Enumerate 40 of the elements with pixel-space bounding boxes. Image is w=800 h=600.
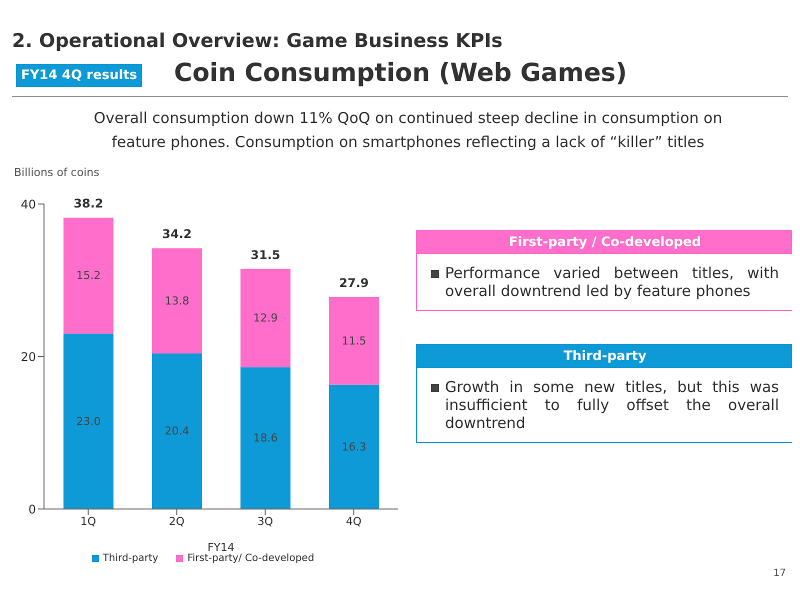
text: Growth in some new titles, but this was insufficient to fully offset the overall downtrend: [445, 378, 779, 432]
bar: [240, 268, 290, 368]
bar: [152, 353, 202, 509]
data-label: 18.6: [253, 432, 278, 445]
chart-title: 2. Operational Overview: Game Business KPIs: [12, 30, 503, 52]
text: FY14 4Q results: [16, 64, 142, 87]
bar: [328, 297, 379, 385]
chart-subtitle: Coin Consumption (Web Games): [174, 58, 628, 87]
y-tick-label: 0: [28, 502, 36, 516]
x-axis-title: FY14: [207, 541, 235, 554]
y-tick-label: 20: [20, 350, 36, 364]
data-label: 23.0: [76, 414, 101, 428]
data-label: 12.9: [253, 311, 278, 324]
x-tick-label: 3Q: [257, 514, 274, 528]
data-label: 16.3: [342, 440, 366, 454]
data-label: 15.2: [76, 269, 101, 282]
text: Performance varied between titles, with overall downtrend led by feature phones: [445, 264, 779, 300]
bar: [240, 367, 290, 509]
bar: [152, 248, 202, 354]
total-label: 27.9: [339, 276, 369, 290]
bar: [63, 218, 114, 334]
x-tick-label: 2Q: [168, 514, 185, 528]
text: First-party / Co-developed: [417, 231, 793, 254]
data-label: 13.8: [164, 294, 190, 308]
total-label: 38.2: [74, 196, 104, 211]
data-label: 20.4: [164, 424, 190, 438]
x-tick-label: 4Q: [346, 514, 362, 528]
y-tick-label: 40: [20, 197, 36, 212]
data-label: 11.5: [342, 334, 366, 348]
bar: [63, 334, 114, 509]
y-axis-title: Billions of coins: [14, 166, 100, 179]
x-tick-label: 1Q: [80, 514, 96, 528]
bar: [328, 384, 379, 509]
legend-label: First-party/ Co-developed: [186, 553, 314, 564]
text: Overall consumption down 11% QoQ on continued steep decline in consumption on feature phones. Consumption on smartphones reflecting a lack of “killer” titles: [92, 108, 724, 153]
total-label: 31.5: [250, 248, 280, 262]
legend-label: Third-party: [102, 553, 158, 564]
total-label: 34.2: [162, 227, 192, 242]
text: Third-party: [417, 345, 793, 368]
text: 17: [773, 568, 786, 579]
